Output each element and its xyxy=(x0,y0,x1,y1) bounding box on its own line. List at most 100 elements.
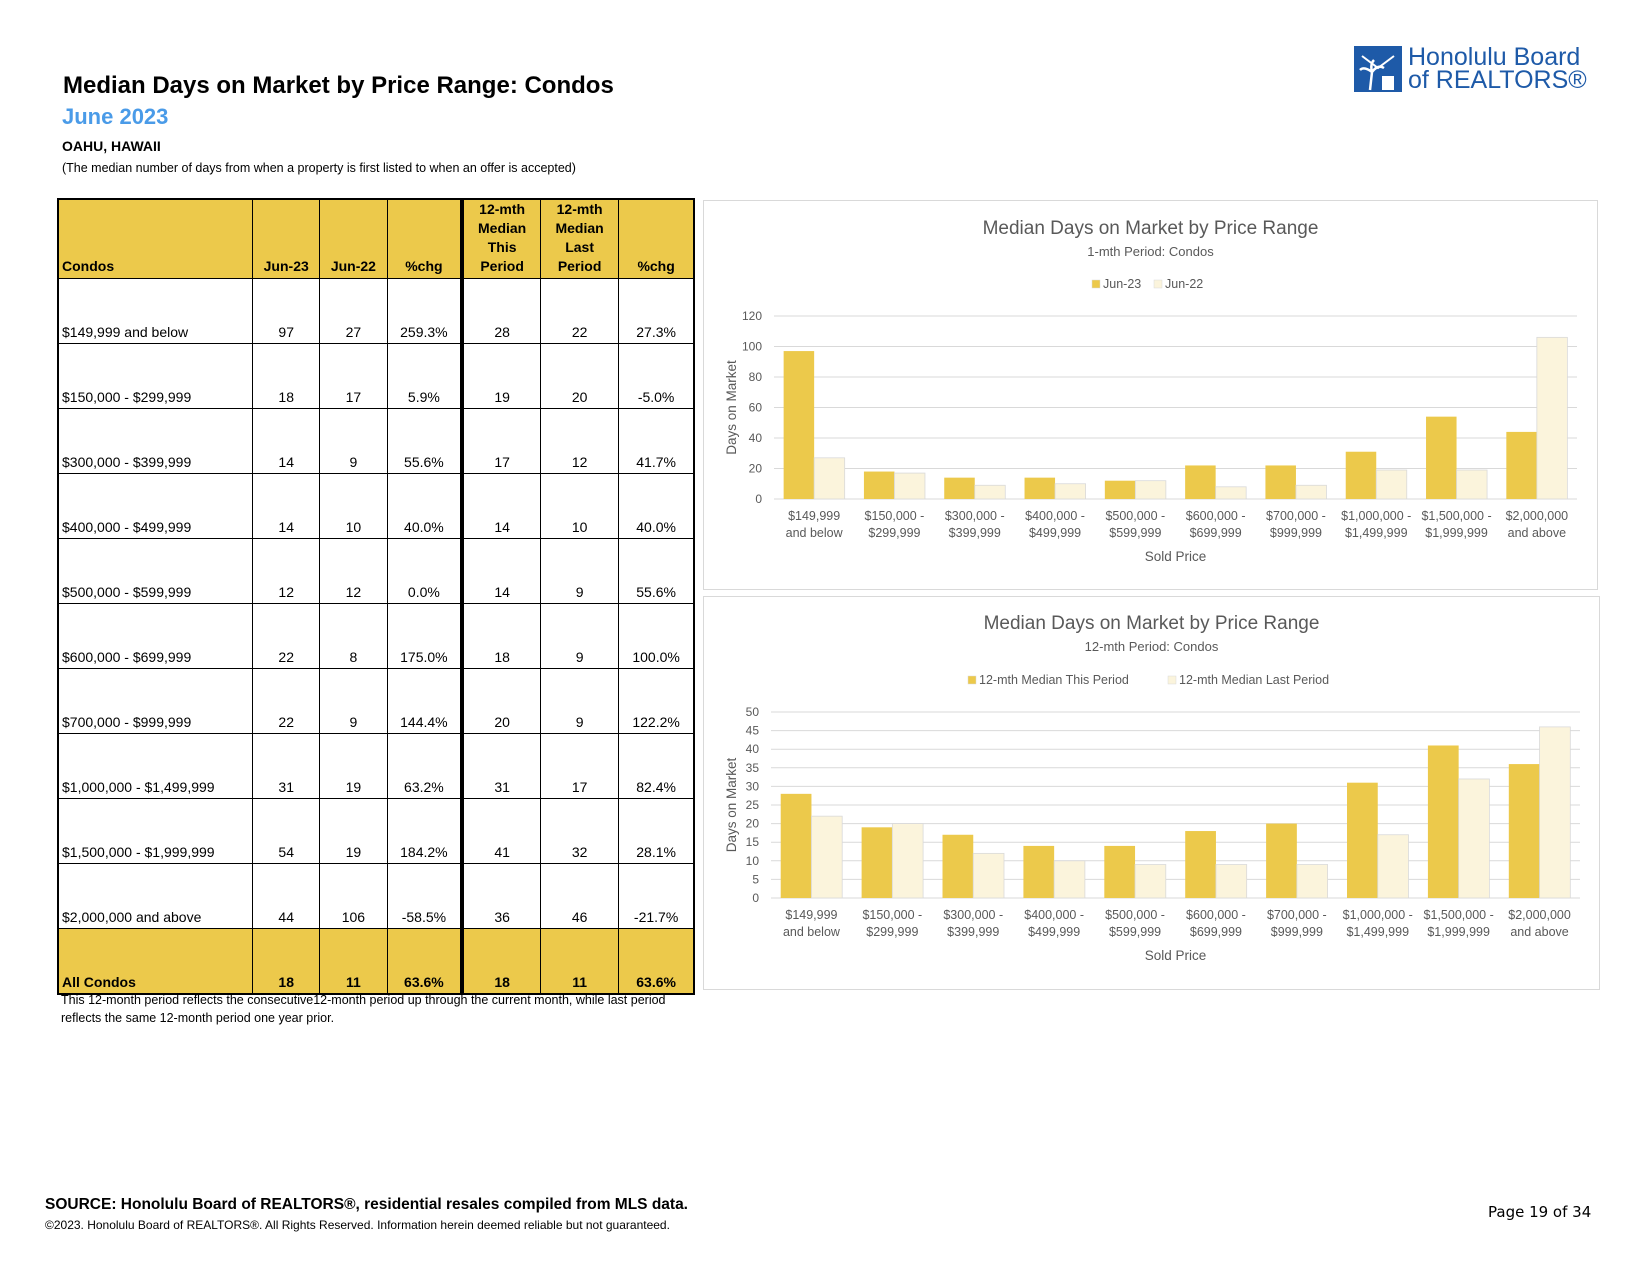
legend-label: Jun-22 xyxy=(1165,277,1203,291)
bar xyxy=(1215,486,1247,500)
col-header: Condos xyxy=(57,198,254,279)
table-cell: 17 xyxy=(460,408,541,474)
legend-label: 12-mth Median Last Period xyxy=(1179,673,1329,687)
x-tick-label: $2,000,000 xyxy=(1506,509,1569,523)
table-cell: 55.6% xyxy=(386,408,463,474)
logo-wordmark: Honolulu Board of REALTORS® xyxy=(1408,45,1587,93)
row-label: $1,000,000 - $1,499,999 xyxy=(57,733,254,799)
x-tick-label: $1,500,000 - xyxy=(1421,509,1491,523)
table-row: $1,500,000 - $1,999,999 54 19 184.2% 41 32 28.… xyxy=(57,798,695,864)
x-tick-label: $1,999,999 xyxy=(1425,526,1488,540)
table-cell: 19 xyxy=(319,733,388,799)
table-cell: 22 xyxy=(252,668,321,734)
y-axis-label: Days on Market xyxy=(724,360,739,455)
bar xyxy=(894,472,926,500)
x-tick-label: $400,000 - xyxy=(1024,908,1084,922)
bar xyxy=(780,793,812,898)
table-cell: 36 xyxy=(460,863,541,929)
bar xyxy=(1134,864,1167,899)
page-number: Page 19 of 34 xyxy=(1488,1203,1592,1221)
y-tick-label: 35 xyxy=(746,761,760,775)
x-tick-label: $300,000 - xyxy=(945,509,1005,523)
table-cell: 18 xyxy=(460,928,541,995)
chart-title: Median Days on Market by Price Range xyxy=(984,613,1320,634)
x-tick-label: and below xyxy=(783,925,841,939)
col-header: %chg xyxy=(618,198,695,279)
x-tick-label: $1,000,000 - xyxy=(1341,509,1411,523)
col-header: 12-mth Median Last Period xyxy=(539,198,620,279)
table-cell: 5.9% xyxy=(386,343,463,409)
copyright-note: ©2023. Honolulu Board of REALTORS®. All … xyxy=(45,1218,670,1232)
table-cell: 54 xyxy=(252,798,321,864)
legend-swatch xyxy=(1153,279,1163,289)
bar xyxy=(1506,431,1537,499)
x-tick-label: $499,999 xyxy=(1029,526,1081,540)
bar xyxy=(1024,477,1056,499)
chart-title: Median Days on Market by Price Range xyxy=(983,218,1319,239)
table-cell: 259.3% xyxy=(386,278,463,344)
table-cell: 63.2% xyxy=(386,733,463,799)
x-tick-label: $2,000,000 xyxy=(1508,908,1571,922)
y-tick-label: 120 xyxy=(742,309,762,323)
x-tick-label: $999,999 xyxy=(1270,526,1322,540)
x-tick-label: $700,000 - xyxy=(1266,509,1326,523)
bar xyxy=(1023,845,1055,898)
table-cell: -21.7% xyxy=(618,863,695,929)
bar xyxy=(1426,416,1457,499)
table-cell: 100.0% xyxy=(618,603,695,669)
x-tick-label: $1,499,999 xyxy=(1346,925,1409,939)
table-cell: 28.1% xyxy=(618,798,695,864)
table-cell: 63.6% xyxy=(386,928,463,995)
row-label: $1,500,000 - $1,999,999 xyxy=(57,798,254,864)
table-row: $149,999 and below 97 27 259.3% 28 22 27.3% xyxy=(57,278,695,344)
bar xyxy=(1377,834,1409,899)
x-axis-label: Sold Price xyxy=(1145,948,1207,963)
y-tick-label: 60 xyxy=(749,401,763,415)
legend-label: Jun-23 xyxy=(1103,277,1141,291)
y-tick-label: 30 xyxy=(746,779,760,793)
x-tick-label: $999,999 xyxy=(1271,925,1323,939)
table-cell: 41.7% xyxy=(618,408,695,474)
x-tick-label: $699,999 xyxy=(1190,925,1242,939)
x-tick-label: $150,000 - xyxy=(862,908,922,922)
chart-1mth-svg: Median Days on Market by Price Range 1-mt… xyxy=(724,218,1577,564)
table-cell: 14 xyxy=(460,538,541,604)
table-cell: 46 xyxy=(539,863,620,929)
x-tick-label: $399,999 xyxy=(949,526,1001,540)
bar xyxy=(942,834,974,898)
table-cell: 9 xyxy=(539,603,620,669)
x-tick-label: $1,500,000 - xyxy=(1424,908,1494,922)
bar xyxy=(1508,764,1540,898)
y-tick-label: 50 xyxy=(746,705,760,719)
legend-swatch xyxy=(1091,279,1101,289)
x-tick-label: $399,999 xyxy=(947,925,999,939)
bar xyxy=(891,823,924,899)
page-title: Median Days on Market by Price Range: Co… xyxy=(63,72,614,99)
x-tick-label: $700,000 - xyxy=(1267,908,1327,922)
bar xyxy=(861,827,893,898)
table-row: $600,000 - $699,999 22 8 175.0% 18 9 100.0% xyxy=(57,603,695,669)
price-range-table: Condos Jun-23 Jun-22 %chg 12-mth Median … xyxy=(57,198,695,995)
chart-subtitle: 1-mth Period: Condos xyxy=(1087,244,1214,259)
table-cell: 63.6% xyxy=(618,928,695,995)
y-tick-label: 5 xyxy=(752,872,759,886)
y-tick-label: 40 xyxy=(749,431,763,445)
table-cell: -58.5% xyxy=(386,863,463,929)
y-axis-label: Days on Market xyxy=(724,757,739,852)
x-tick-label: and above xyxy=(1508,526,1566,540)
x-tick-label: $600,000 - xyxy=(1186,509,1246,523)
y-tick-label: 80 xyxy=(749,370,763,384)
description-text: (The median number of days from when a p… xyxy=(62,161,576,175)
y-tick-label: 0 xyxy=(755,492,762,506)
table-cell: 14 xyxy=(460,473,541,539)
table-cell: 40.0% xyxy=(386,473,463,539)
table-cell: 0.0% xyxy=(386,538,463,604)
bar xyxy=(1427,745,1459,898)
row-label: $300,000 - $399,999 xyxy=(57,408,254,474)
table-cell: 82.4% xyxy=(618,733,695,799)
x-tick-label: $599,999 xyxy=(1109,526,1161,540)
bar xyxy=(1296,864,1328,899)
table-row: $150,000 - $299,999 18 17 5.9% 19 20 -5.0% xyxy=(57,343,695,409)
table-cell: 28 xyxy=(460,278,541,344)
table-cell: 31 xyxy=(460,733,541,799)
